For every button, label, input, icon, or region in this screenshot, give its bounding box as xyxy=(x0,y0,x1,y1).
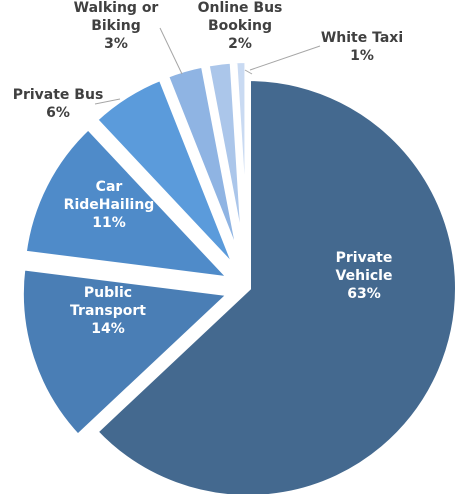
slice-label-line-1-0: Public xyxy=(84,285,132,301)
pie-slice-2 xyxy=(20,122,240,284)
slice-percent-4: 3% xyxy=(104,36,128,52)
slice-label-5: Online Bus Booking 2% xyxy=(198,0,283,52)
slice-label-line-0-1: Vehicle xyxy=(336,268,393,284)
slice-label-4: Walking or Biking 3% xyxy=(74,0,159,52)
pie-slice-0 xyxy=(90,74,457,494)
slice-label-6: White Taxi 1% xyxy=(321,30,403,64)
slice-label-2: Car RideHailing 11% xyxy=(64,179,155,231)
slice-label-line-5-1: Booking xyxy=(208,18,272,34)
slice-label-line-0-0: Private xyxy=(336,250,393,266)
slice-percent-3: 6% xyxy=(46,105,70,121)
leader-line-3 xyxy=(94,98,121,105)
leader-line-6 xyxy=(249,45,321,71)
slice-label-line-4-0: Walking or xyxy=(74,0,159,16)
pie-slice-6 xyxy=(231,57,251,271)
slice-percent-6: 1% xyxy=(350,48,374,64)
slice-percent-1: 14% xyxy=(91,321,125,337)
leader-lines xyxy=(94,27,321,105)
pie-slices xyxy=(17,57,457,494)
slice-percent-0: 63% xyxy=(347,286,381,302)
slice-label-line-5-0: Online Bus xyxy=(198,0,283,16)
slice-label-line-2-1: RideHailing xyxy=(64,197,155,213)
slice-label-line-6-0: White Taxi xyxy=(321,30,403,46)
slice-label-3: Private Bus 6% xyxy=(13,87,104,121)
slice-label-line-4-1: Biking xyxy=(91,18,141,34)
slice-label-0: Private Vehicle 63% xyxy=(336,250,393,302)
slice-label-line-1-1: Transport xyxy=(70,303,146,319)
pie-slice-1 xyxy=(17,263,238,442)
pie-slice-3 xyxy=(90,73,242,275)
leader-line-4 xyxy=(159,27,183,75)
leader-line-5 xyxy=(244,69,253,75)
slice-percent-2: 11% xyxy=(92,215,126,231)
slice-labels: Private Vehicle 63% Public Transport 14% Car Ri… xyxy=(13,0,403,337)
slice-label-line-3-0: Private Bus xyxy=(13,87,104,103)
slice-label-1: Public Transport 14% xyxy=(70,285,146,337)
slice-percent-5: 2% xyxy=(228,36,252,52)
slice-label-line-2-0: Car xyxy=(96,179,123,195)
